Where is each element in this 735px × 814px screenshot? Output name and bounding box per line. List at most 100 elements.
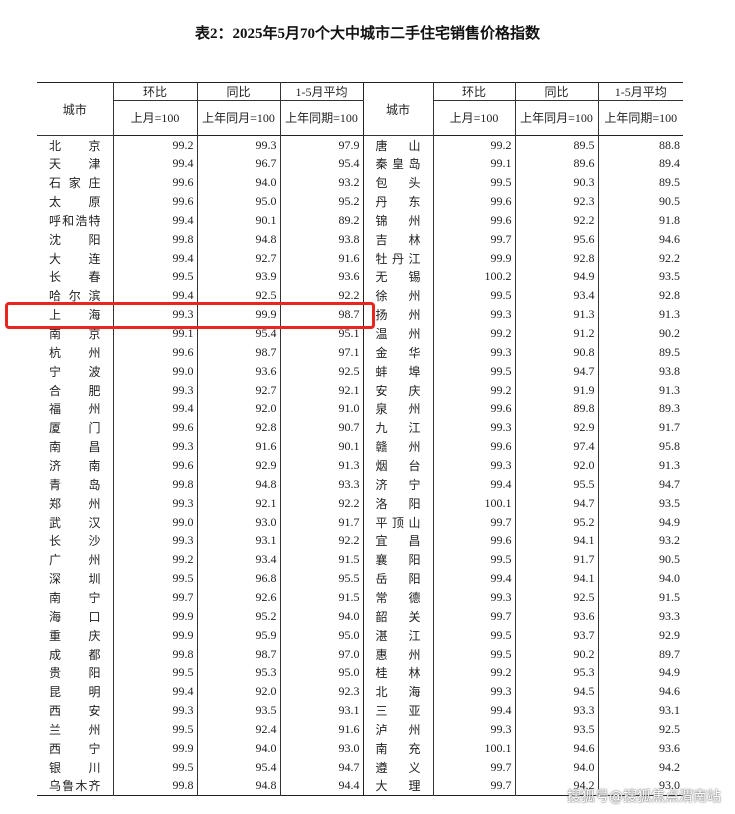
value-cell: 90.5 bbox=[597, 192, 683, 211]
value-cell: 99.4 bbox=[112, 399, 197, 419]
city-cell: 广州 bbox=[49, 553, 101, 568]
value-cell: 93.8 bbox=[597, 361, 683, 381]
value-cell: 88.8 bbox=[597, 135, 683, 155]
table-row: 成都 99.8 98.7 97.0 惠州 99.5 90.2 89.7 bbox=[37, 644, 683, 664]
value-cell: 95.9 bbox=[196, 625, 280, 645]
city-cell: 温州 bbox=[362, 324, 433, 343]
value-cell: 94.7 bbox=[514, 493, 598, 513]
value-cell: 92.7 bbox=[196, 380, 280, 400]
city-cell: 岳阳 bbox=[362, 569, 433, 589]
value-cell: 99.5 bbox=[432, 286, 515, 306]
city-cell: 长沙 bbox=[49, 534, 101, 549]
value-cell: 91.0 bbox=[279, 399, 363, 419]
table-row: 深圳 99.5 96.8 95.5 岳阳 99.4 94.1 94.0 bbox=[37, 569, 683, 589]
city-cell: 秦皇岛 bbox=[362, 154, 433, 174]
table-row: 昆明 99.4 92.0 92.3 北海 99.3 94.5 94.6 bbox=[37, 682, 683, 702]
value-cell: 94.9 bbox=[597, 663, 683, 683]
value-cell: 99.7 bbox=[432, 776, 515, 796]
value-cell: 92.6 bbox=[196, 588, 280, 607]
city-cell: 青岛 bbox=[49, 477, 101, 492]
value-cell: 89.6 bbox=[514, 154, 598, 174]
value-cell: 93.5 bbox=[597, 493, 683, 513]
city-cell: 洛阳 bbox=[362, 493, 433, 513]
value-cell: 99.7 bbox=[432, 606, 515, 626]
value-cell: 99.3 bbox=[432, 418, 515, 438]
value-cell: 91.3 bbox=[279, 456, 363, 475]
value-cell: 93.7 bbox=[514, 625, 598, 645]
table-row: 石家庄 99.6 94.0 93.2 包头 99.5 90.3 89.5 bbox=[37, 173, 683, 193]
city-cell: 长春 bbox=[49, 270, 101, 285]
table-row: 乌鲁木齐 99.8 94.8 94.4 大理 99.7 94.2 93.0 bbox=[37, 776, 683, 796]
value-cell: 89.5 bbox=[514, 135, 598, 155]
column-header: 环比 bbox=[432, 82, 515, 101]
value-cell: 99.2 bbox=[432, 324, 515, 343]
value-cell: 92.4 bbox=[196, 720, 280, 739]
value-cell: 94.2 bbox=[514, 776, 598, 796]
value-cell: 89.5 bbox=[597, 173, 683, 193]
value-cell: 94.5 bbox=[514, 682, 598, 702]
value-cell: 90.2 bbox=[514, 644, 598, 664]
header-row: 城市 环比 同比 1-5月平均 城市 环比 同比 1-5月平均 bbox=[37, 82, 683, 136]
city-cell: 赣州 bbox=[362, 437, 433, 457]
value-cell: 99.8 bbox=[112, 776, 197, 796]
value-cell: 90.3 bbox=[514, 173, 598, 193]
value-cell: 91.3 bbox=[597, 380, 683, 400]
value-cell: 93.5 bbox=[196, 701, 280, 721]
value-cell: 95.0 bbox=[196, 192, 280, 211]
city-cell: 呼和浩特 bbox=[49, 213, 101, 228]
city-header: 城市 bbox=[362, 82, 433, 136]
value-cell: 93.6 bbox=[514, 606, 598, 626]
table-row: 南宁 99.7 92.6 91.5 常德 99.3 92.5 91.5 bbox=[37, 588, 683, 607]
value-cell: 93.1 bbox=[279, 701, 363, 721]
value-cell: 91.3 bbox=[597, 456, 683, 475]
value-cell: 99.2 bbox=[112, 135, 197, 155]
value-cell: 99.9 bbox=[112, 606, 197, 626]
table-row: 呼和浩特 99.4 90.1 89.2 锦州 99.6 92.2 91.8 bbox=[37, 210, 683, 230]
value-cell: 93.1 bbox=[196, 531, 280, 551]
city-cell: 南宁 bbox=[49, 591, 101, 606]
city-cell: 大理 bbox=[362, 776, 433, 796]
value-cell: 91.3 bbox=[597, 305, 683, 325]
value-cell: 99.5 bbox=[432, 361, 515, 381]
value-cell: 99.8 bbox=[112, 229, 197, 249]
watermark: 搜狐号@搜狐焦点渭南站 bbox=[567, 789, 721, 805]
value-cell: 93.0 bbox=[597, 776, 683, 796]
column-subheader: 上月=100 bbox=[112, 100, 197, 136]
value-cell: 92.5 bbox=[514, 588, 598, 607]
value-cell: 92.3 bbox=[279, 682, 363, 702]
table-row: 西安 99.3 93.5 93.1 三亚 99.4 93.3 93.1 bbox=[37, 701, 683, 721]
value-cell: 99.3 bbox=[196, 135, 280, 155]
value-cell: 92.8 bbox=[597, 286, 683, 306]
table-row: 郑州 99.3 92.1 92.2 洛阳 100.1 94.7 93.5 bbox=[37, 493, 683, 513]
value-cell: 95.3 bbox=[514, 663, 598, 683]
value-cell: 99.6 bbox=[112, 342, 197, 362]
city-cell: 郑州 bbox=[49, 496, 101, 511]
city-cell: 济宁 bbox=[362, 474, 433, 494]
city-cell: 金华 bbox=[362, 342, 433, 362]
table-title: 表2：2025年5月70个大中城市二手住宅销售价格指数 bbox=[194, 26, 540, 42]
city-cell: 深圳 bbox=[49, 572, 101, 587]
value-cell: 99.6 bbox=[432, 210, 515, 230]
value-cell: 94.0 bbox=[597, 569, 683, 589]
value-cell: 93.3 bbox=[597, 606, 683, 626]
value-cell: 99.7 bbox=[432, 229, 515, 249]
value-cell: 90.1 bbox=[196, 210, 280, 230]
value-cell: 95.0 bbox=[279, 625, 363, 645]
value-cell: 91.7 bbox=[514, 550, 598, 570]
value-cell: 93.6 bbox=[279, 267, 363, 287]
table-row: 厦门 99.6 92.8 90.7 九江 99.3 92.9 91.7 bbox=[37, 418, 683, 438]
table-row: 西宁 99.9 94.0 93.0 南充 100.1 94.6 93.6 bbox=[37, 739, 683, 758]
value-cell: 95.4 bbox=[196, 757, 280, 777]
value-cell: 99.4 bbox=[112, 154, 197, 174]
city-cell: 湛江 bbox=[362, 625, 433, 645]
value-cell: 90.2 bbox=[597, 324, 683, 343]
city-cell: 太原 bbox=[49, 195, 101, 209]
city-cell: 杭州 bbox=[49, 345, 101, 360]
city-cell: 桂林 bbox=[362, 663, 433, 683]
value-cell: 99.5 bbox=[432, 644, 515, 664]
column-header: 同比 bbox=[196, 82, 280, 101]
value-cell: 96.7 bbox=[196, 154, 280, 174]
value-cell: 92.0 bbox=[196, 682, 280, 702]
value-cell: 94.8 bbox=[196, 474, 280, 494]
city-cell: 泉州 bbox=[362, 399, 433, 419]
